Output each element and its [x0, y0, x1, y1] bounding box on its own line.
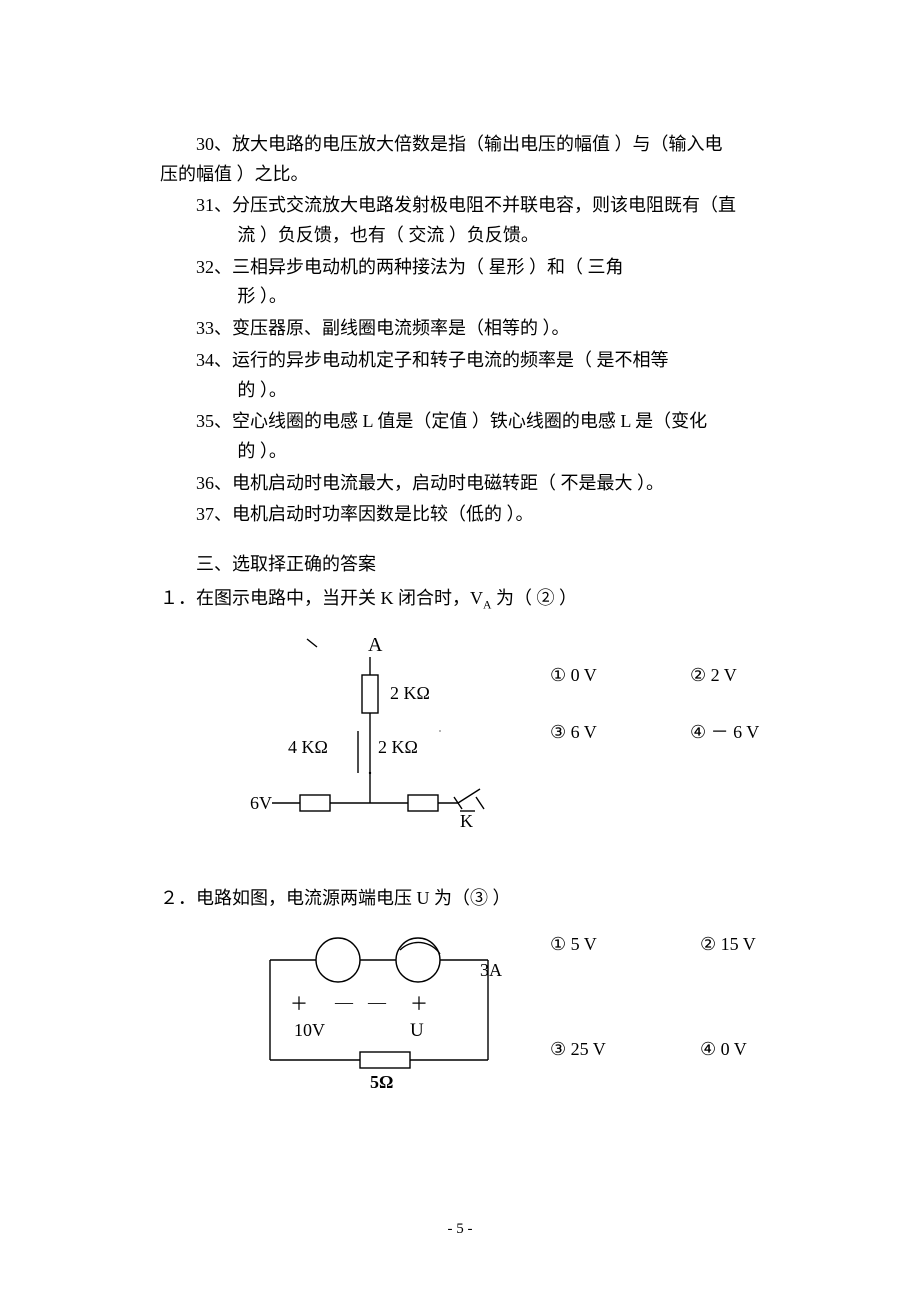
vsrc-label: 10V	[294, 1020, 325, 1040]
r2-label: 4 KΩ	[288, 737, 328, 757]
mc2-opt1: ① 5 V	[550, 930, 700, 960]
label-A: A	[368, 634, 383, 656]
circuit-diagram-1: A 2 KΩ 2 KΩ 4 KΩ	[250, 633, 510, 833]
plus-right: ＋	[410, 994, 428, 1014]
mc1-circuit: A 2 KΩ 2 KΩ 4 KΩ	[250, 633, 510, 843]
section3-title: 三、选取择正确的答案	[160, 550, 770, 580]
minus-2: —	[367, 992, 387, 1012]
q33-l1: 33、变压器原、副线圈电流频率是（相等的 ）。	[160, 314, 770, 344]
r1-label: 2 KΩ	[390, 683, 430, 703]
mc2-stem: ２．电路如图，电流源两端电压 U 为（③ ）	[160, 884, 770, 914]
k-label: K	[460, 811, 473, 831]
q35-l1: 35、空心线圈的电感 L 值是（定值 ）铁心线圈的电感 L 是（变化	[160, 407, 770, 437]
u-label: U	[410, 1020, 424, 1041]
mc1-options: ① 0 V ② 2 V ③ 6 V ④ － 6 V	[550, 661, 830, 776]
q35-l2: 的 ）。	[160, 437, 770, 467]
mc2-opt3: ③ 25 V	[550, 1035, 700, 1065]
page: 30、放大电路的电压放大倍数是指（输出电压的幅值 ）与（输入电 压的幅值 ）之比…	[0, 0, 920, 1302]
q30-l2: 压的幅值 ）之比。	[160, 160, 770, 190]
q32: 32、三相异步电动机的两种接法为（ 星形 ）和（ 三角 形 ）。	[160, 253, 770, 312]
plus-left: ＋	[290, 994, 308, 1014]
mc2-opt4: ④ 0 V	[700, 1035, 820, 1065]
page-number: - 5 -	[0, 1217, 920, 1242]
q34-l2: 的 ）。	[160, 376, 770, 406]
q35: 35、空心线圈的电感 L 值是（定值 ）铁心线圈的电感 L 是（变化 的 ）。	[160, 407, 770, 466]
q37: 37、电机启动时功率因数是比较（低的 ）。	[160, 500, 770, 530]
mc2-opt2: ② 15 V	[700, 930, 820, 960]
mc1-opt3: ③ 6 V	[550, 718, 690, 748]
q32-l1: 32、三相异步电动机的两种接法为（ 星形 ）和（ 三角	[160, 253, 770, 283]
mc1-opt2: ② 2 V	[690, 661, 830, 691]
q32-l2: 形 ）。	[160, 282, 770, 312]
mc1-stem-b: 为（ ② ）	[491, 588, 577, 608]
mc2-options: ① 5 V ② 15 V ③ 25 V ④ 0 V	[550, 930, 820, 1139]
mc2-figure-row: 3A ＋ — — ＋ 10V U	[160, 930, 770, 1139]
mc1-stem-a: １．在图示电路中，当开关 K 闭合时，V	[160, 588, 483, 608]
q31: 31、分压式交流放大电路发射极电阻不并联电容，则该电阻既有（直 流 ）负反馈，也…	[160, 191, 770, 250]
v-label: 6V	[250, 793, 272, 813]
i-label: 3A	[480, 960, 502, 980]
q36: 36、电机启动时电流最大，启动时电磁转距（ 不是最大 ）。	[160, 469, 770, 499]
r3-label: 2 KΩ	[378, 737, 418, 757]
mc1-stem: １．在图示电路中，当开关 K 闭合时，VA 为（ ② ）	[160, 584, 770, 615]
minus-1: —	[334, 992, 354, 1012]
q34-l1: 34、运行的异步电动机定子和转子电流的频率是（ 是不相等	[160, 346, 770, 376]
mc1-opt4: ④ － 6 V	[690, 718, 830, 748]
q30: 30、放大电路的电压放大倍数是指（输出电压的幅值 ）与（输入电 压的幅值 ）之比…	[160, 130, 770, 189]
circuit-diagram-2: 3A ＋ — — ＋ 10V U	[250, 930, 530, 1095]
r-label: 5Ω	[370, 1072, 393, 1092]
mc1-opt1: ① 0 V	[550, 661, 690, 691]
q33: 33、变压器原、副线圈电流频率是（相等的 ）。	[160, 314, 770, 344]
q36-l1: 36、电机启动时电流最大，启动时电磁转距（ 不是最大 ）。	[160, 469, 770, 499]
q37-l1: 37、电机启动时功率因数是比较（低的 ）。	[160, 500, 770, 530]
q31-l2: 流 ）负反馈，也有（ 交流 ）负反馈。	[160, 221, 770, 251]
q31-l1: 31、分压式交流放大电路发射极电阻不并联电容，则该电阻既有（直	[160, 191, 770, 221]
q34: 34、运行的异步电动机定子和转子电流的频率是（ 是不相等 的 ）。	[160, 346, 770, 405]
mc2-circuit: 3A ＋ — — ＋ 10V U	[250, 930, 530, 1105]
q30-l1: 30、放大电路的电压放大倍数是指（输出电压的幅值 ）与（输入电	[160, 130, 770, 160]
mc1-figure-row: A 2 KΩ 2 KΩ 4 KΩ	[160, 633, 770, 843]
